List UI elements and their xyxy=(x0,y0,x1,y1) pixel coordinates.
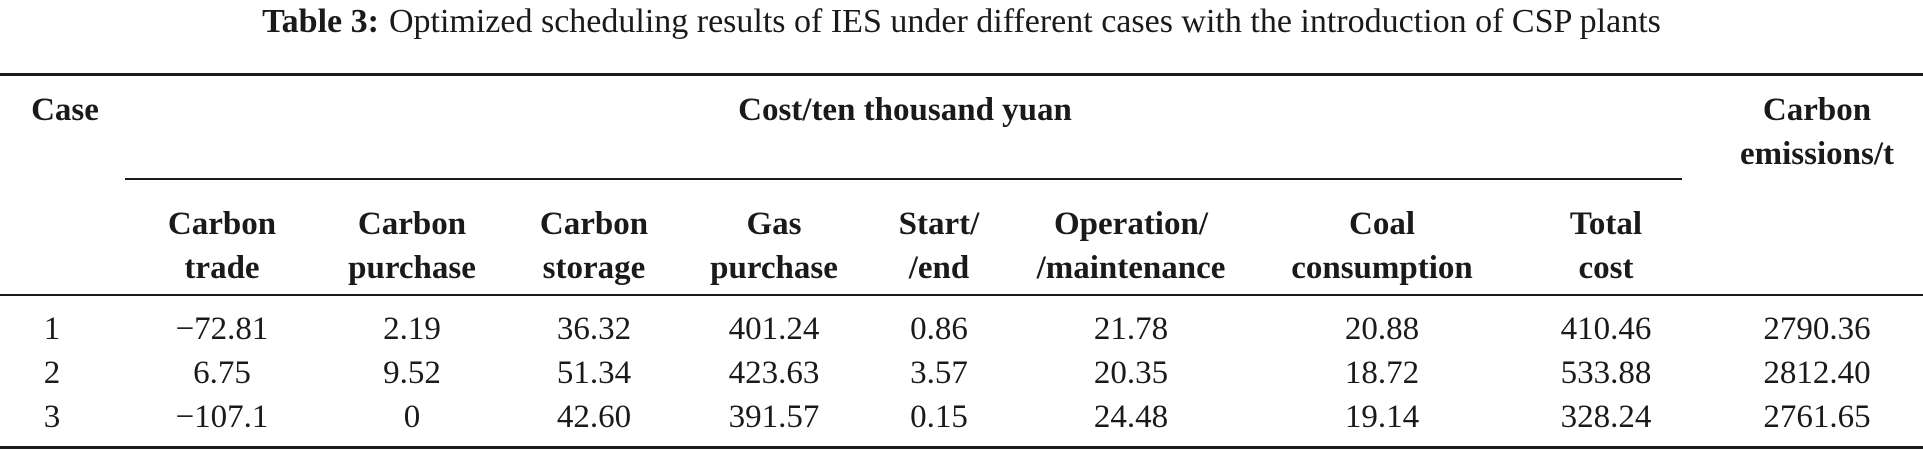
header-col-8-line2: cost xyxy=(1578,250,1634,286)
table-title: Optimized scheduling results of IES unde… xyxy=(388,3,1661,40)
cell-r2-emissions: 2812.40 xyxy=(1763,355,1871,391)
header-col-5-line1: Start/ xyxy=(898,206,980,242)
group-rule xyxy=(125,178,1682,180)
header-col-6-line1: Operation/ xyxy=(1054,206,1208,242)
header-col-3-line2: storage xyxy=(542,250,646,286)
cell-r1-gas-purchase: 401.24 xyxy=(728,311,820,347)
cell-r1-emissions: 2790.36 xyxy=(1763,311,1871,347)
cell-r3-case: 3 xyxy=(43,399,61,435)
cell-r2-start-end: 3.57 xyxy=(910,355,968,391)
header-col-7-line2: consumption xyxy=(1291,250,1473,286)
header-col-7-line1: Coal xyxy=(1349,206,1415,242)
cell-r3-operation: 24.48 xyxy=(1093,399,1169,435)
cell-r2-gas-purchase: 423.63 xyxy=(728,355,820,391)
header-col-1-line1: Carbon xyxy=(167,206,277,242)
cell-r3-carbon-storage: 42.60 xyxy=(556,399,632,435)
cell-r1-carbon-storage: 36.32 xyxy=(556,311,632,347)
cell-r3-coal: 19.14 xyxy=(1344,399,1420,435)
cell-r3-carbon-trade: −107.1 xyxy=(175,399,269,435)
header-carbon-emissions-line2: emissions/t xyxy=(1739,136,1895,172)
header-col-8-line1: Total xyxy=(1569,206,1643,242)
header-carbon-emissions-line1: Carbon xyxy=(1762,92,1872,128)
cell-r3-total: 328.24 xyxy=(1560,399,1652,435)
header-col-2-line2: purchase xyxy=(348,250,476,286)
cell-r2-carbon-trade: 6.75 xyxy=(193,355,251,391)
cell-r1-total: 410.46 xyxy=(1560,311,1652,347)
cell-r3-emissions: 2761.65 xyxy=(1763,399,1871,435)
cell-r1-operation: 21.78 xyxy=(1093,311,1169,347)
header-case: Case xyxy=(31,92,99,128)
cell-r1-coal: 20.88 xyxy=(1344,311,1420,347)
header-col-3-line1: Carbon xyxy=(539,206,649,242)
cell-r3-gas-purchase: 391.57 xyxy=(728,399,820,435)
header-col-6-line2: /maintenance xyxy=(1036,250,1226,286)
cell-r2-total: 533.88 xyxy=(1560,355,1652,391)
cell-r2-case: 2 xyxy=(43,355,61,391)
table-label: Table 3: xyxy=(262,3,379,40)
header-cost-group: Cost/ten thousand yuan xyxy=(738,92,1072,128)
cell-r1-carbon-trade: −72.81 xyxy=(175,311,269,347)
cell-r3-start-end: 0.15 xyxy=(910,399,968,435)
table-caption: Table 3: Optimized scheduling results of … xyxy=(0,0,1923,44)
header-col-2-line1: Carbon xyxy=(357,206,467,242)
header-rule xyxy=(0,294,1923,296)
cell-r1-case: 1 xyxy=(43,311,61,347)
cell-r1-start-end: 0.86 xyxy=(910,311,968,347)
cell-r2-coal: 18.72 xyxy=(1344,355,1420,391)
cell-r2-carbon-purchase: 9.52 xyxy=(383,355,441,391)
cell-r1-carbon-purchase: 2.19 xyxy=(383,311,441,347)
cell-r3-carbon-purchase: 0 xyxy=(403,399,421,435)
header-col-1-line2: trade xyxy=(184,250,260,286)
cell-r2-operation: 20.35 xyxy=(1093,355,1169,391)
header-col-4-line1: Gas xyxy=(746,206,802,242)
top-rule xyxy=(0,73,1923,76)
cell-r2-carbon-storage: 51.34 xyxy=(556,355,632,391)
bottom-rule xyxy=(0,446,1923,449)
header-col-4-line2: purchase xyxy=(710,250,838,286)
header-col-5-line2: /end xyxy=(908,250,970,286)
